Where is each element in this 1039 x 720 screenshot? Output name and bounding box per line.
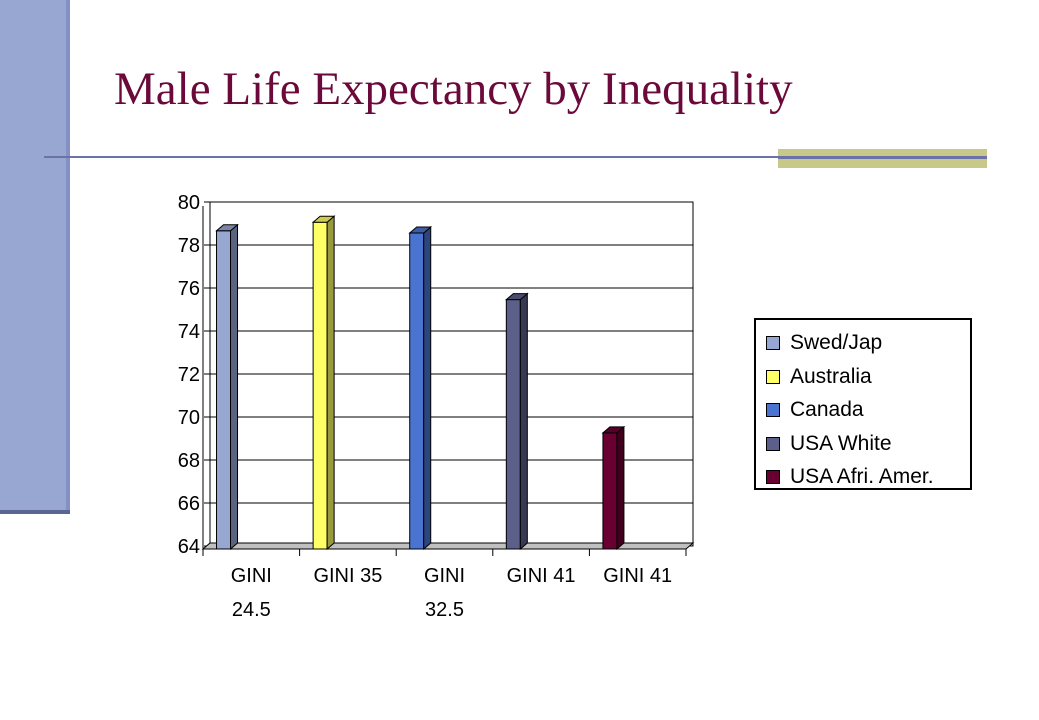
y-tick-label: 66 [178, 493, 200, 515]
y-tick-label: 78 [178, 235, 200, 257]
legend-label: Australia [790, 364, 872, 388]
legend-item: USA White [766, 429, 892, 459]
legend-swatch [766, 436, 780, 451]
bar-top [408, 226, 433, 234]
legend-swatch [766, 403, 780, 417]
bar-top [311, 215, 336, 223]
x-tick-label: GINI 41 [603, 565, 672, 587]
y-tick-label: 70 [178, 407, 200, 429]
legend-label: USA Afri. Amer. [790, 465, 934, 488]
legend-item: Swed/Jap [766, 328, 882, 358]
x-tick-label: 24.5 [232, 599, 271, 621]
bar-top [215, 224, 239, 232]
x-tick-label: 32.5 [425, 599, 464, 621]
accent-sidebar [0, 0, 68, 512]
legend-label: Swed/Jap [790, 331, 883, 354]
y-tick-label: 64 [178, 536, 200, 558]
bar-canada [409, 232, 425, 550]
y-tick-label: 80 [178, 192, 200, 214]
slide-title: Male Life Expectancy by Inequality [114, 63, 793, 115]
y-tick-label: 68 [178, 450, 200, 472]
y-tick-label: 72 [178, 364, 200, 386]
y-tick-label: 74 [178, 321, 200, 343]
title-rule [44, 156, 987, 158]
legend-swatch [766, 470, 780, 484]
chart-legend: Swed/Jap Australia Canada USA White USA Afri… [754, 318, 972, 490]
bar-side [326, 215, 335, 551]
legend-label: USA White [790, 431, 892, 455]
legend-item: Canada [766, 395, 864, 425]
bar-side [423, 225, 432, 551]
y-tick-label: 76 [178, 278, 200, 300]
legend-swatch [766, 369, 780, 384]
legend-item: Australia [766, 362, 872, 392]
bar-swed-jap [216, 230, 232, 550]
bar-side [519, 292, 528, 551]
bar-top [601, 426, 626, 434]
bar-side [230, 223, 239, 551]
accent-sidebar-edge [66, 0, 70, 514]
x-tick-label: GINI 41 [507, 565, 576, 587]
bar-usa-white [505, 299, 521, 550]
bar-top [504, 293, 529, 301]
accent-sidebar-shadow [0, 510, 70, 514]
legend-item: USA Afri. Amer. [766, 462, 934, 492]
x-tick-label: GINI 35 [313, 565, 382, 587]
x-tick-label: GINI [231, 565, 272, 587]
x-tick-label: GINI [424, 565, 465, 587]
title-rule-line-overlay [778, 156, 987, 159]
bar-side [616, 425, 625, 551]
legend-label: Canada [790, 398, 864, 421]
legend-swatch [766, 336, 780, 350]
bar-usa-afri-amer- [602, 432, 618, 550]
bar-australia [312, 221, 328, 550]
